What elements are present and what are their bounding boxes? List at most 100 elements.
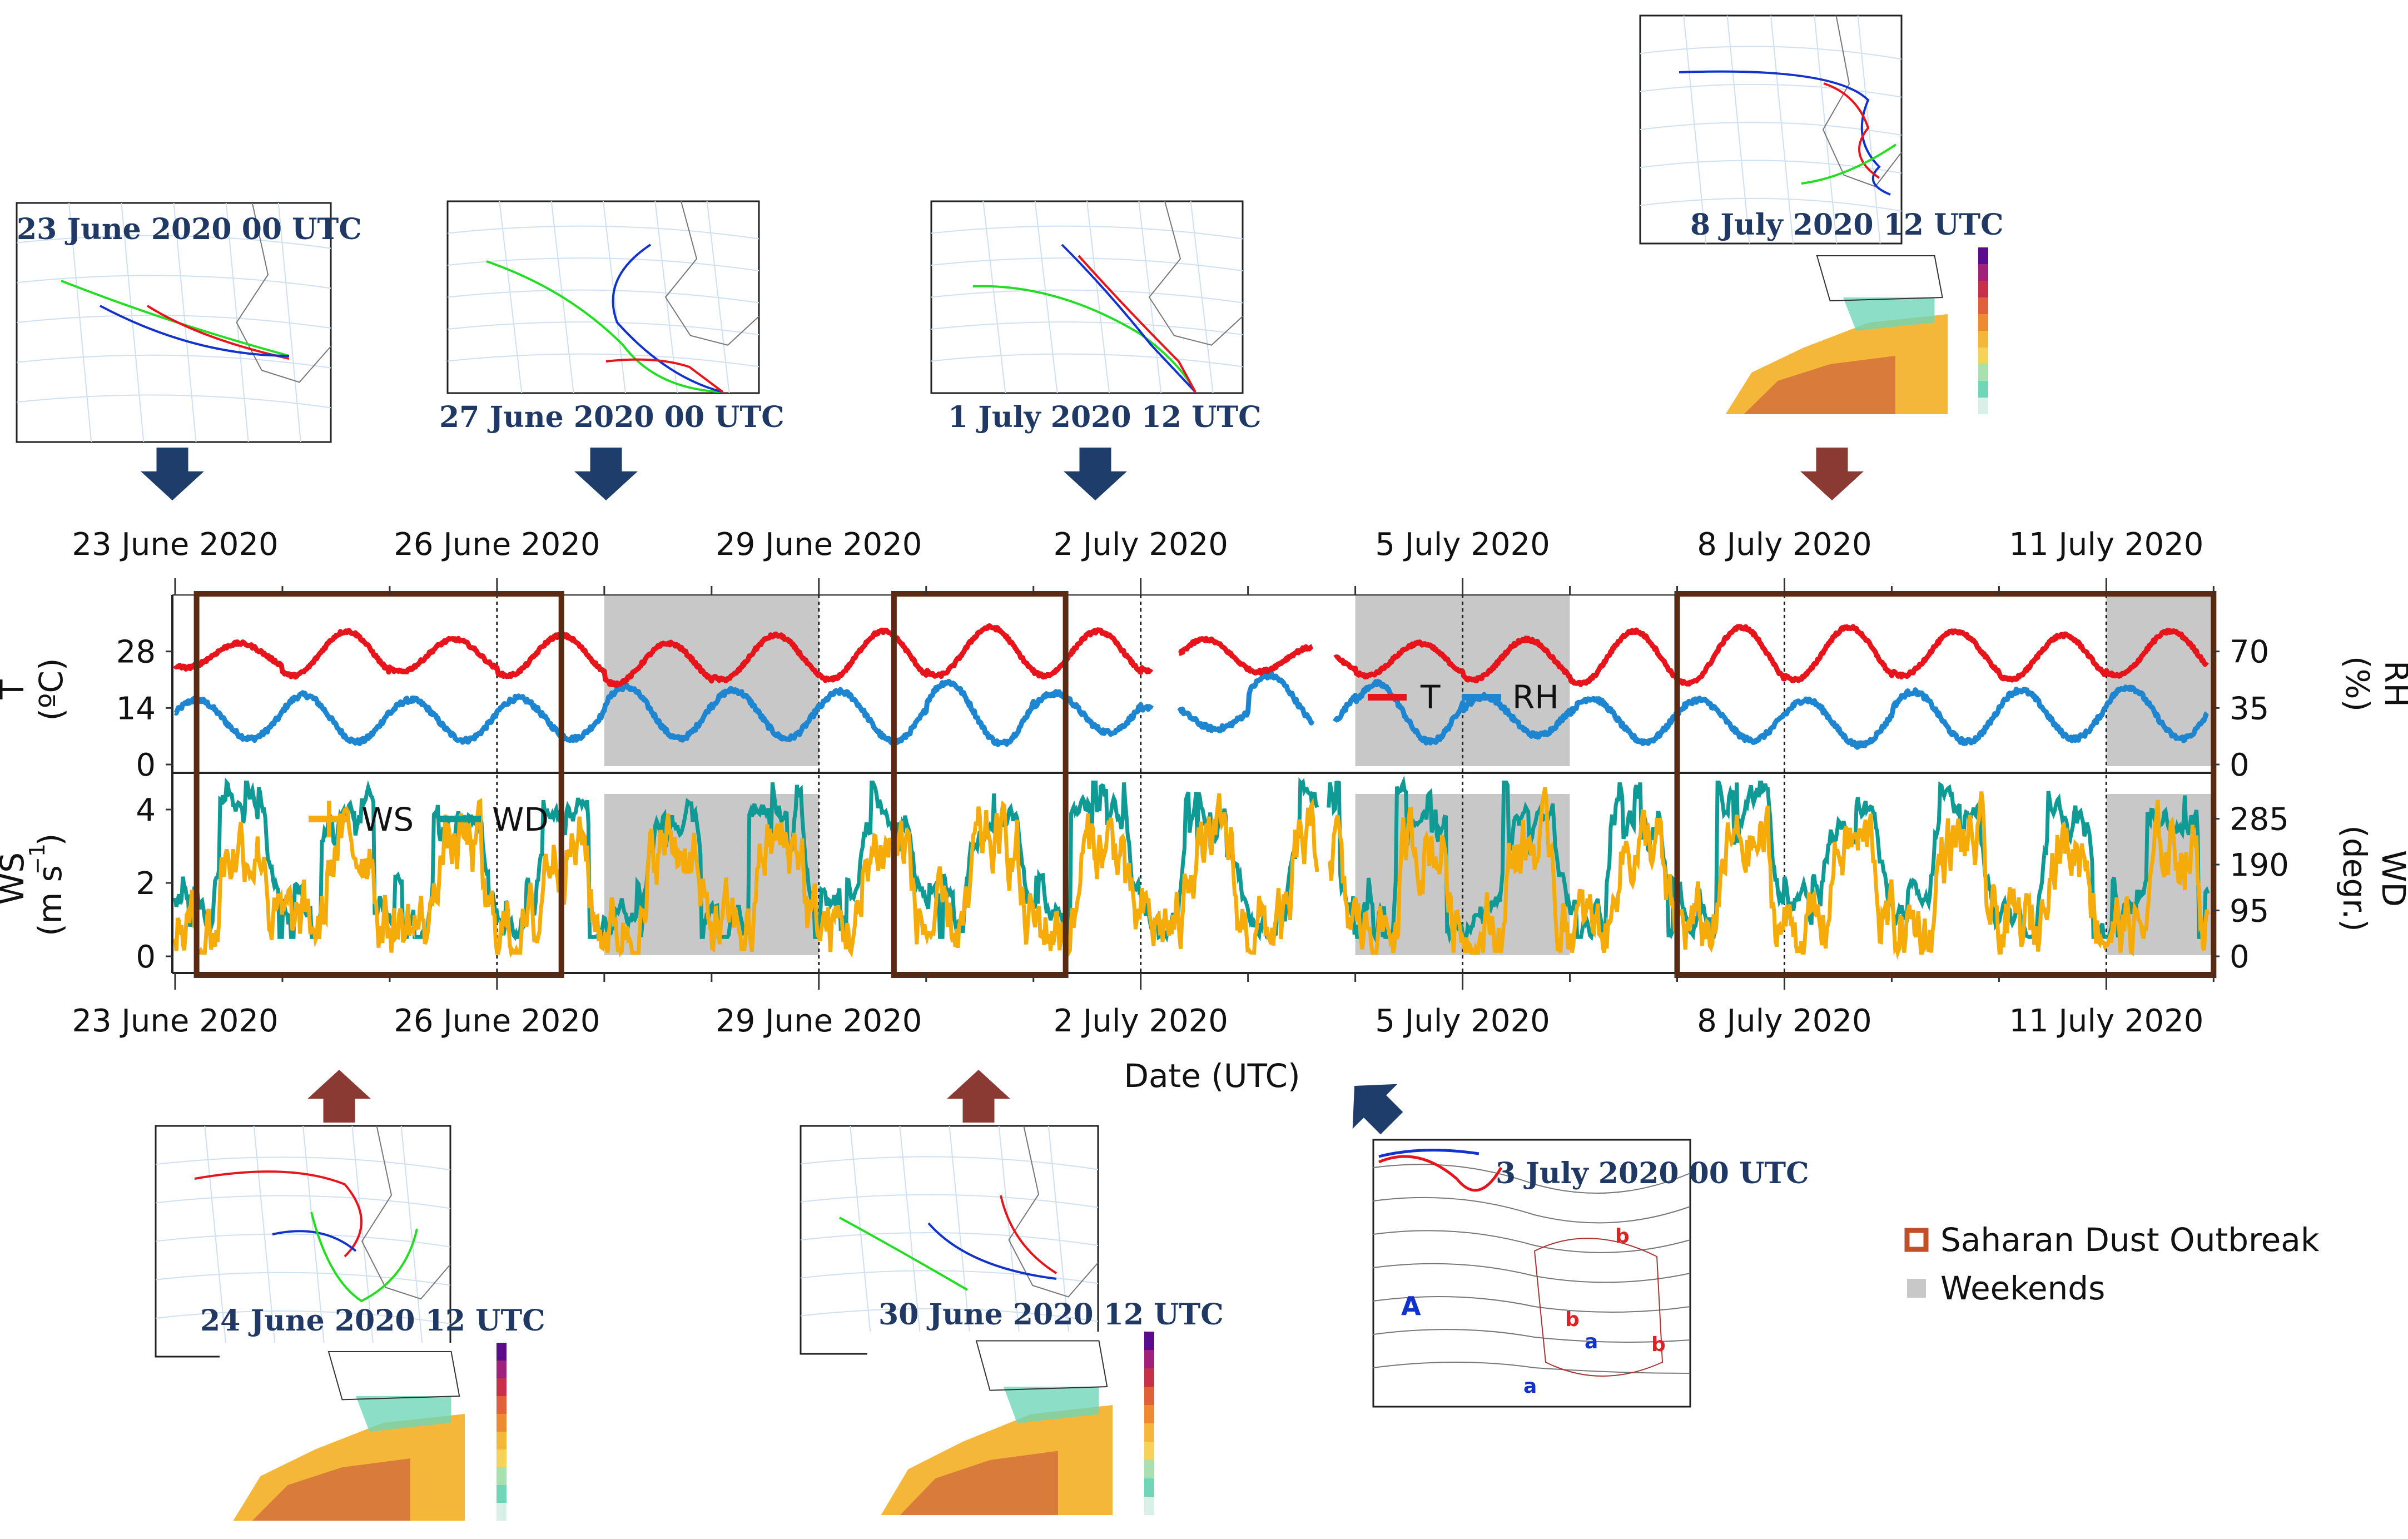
trajectory-map	[800, 1125, 1099, 1355]
trajectory-line	[612, 244, 723, 393]
graticule-line	[931, 289, 1243, 304]
isobar	[1373, 1263, 1691, 1283]
arrow-up-icon	[947, 1070, 1010, 1123]
arrow-down-icon	[574, 448, 638, 500]
trajectory-line	[1801, 143, 1897, 185]
rh-tick-label: 35	[2230, 691, 2269, 727]
arrow-down-icon	[1064, 448, 1127, 500]
inset-caption-1: 23 June 2020 00 UTC	[17, 212, 362, 246]
wd-tick-label: 190	[2230, 847, 2289, 883]
trajectory-line	[1000, 1195, 1057, 1274]
x-tick-label-top: 26 June 2020	[394, 527, 600, 563]
wd-tick-label: 0	[2230, 939, 2250, 975]
graticule-line	[800, 1194, 1099, 1208]
rh-axis-title: RH	[2377, 661, 2408, 707]
x-tick-label-bottom: 29 June 2020	[716, 1003, 922, 1039]
colorbar-cell	[1978, 381, 1988, 398]
graticule-line	[654, 201, 678, 394]
colorbar-cell	[1978, 297, 1988, 314]
dust-plume-core	[1744, 356, 1895, 414]
ws-line	[173, 787, 2210, 960]
top-panel-series	[173, 623, 2209, 750]
graticule-line	[155, 1156, 451, 1171]
graticule-line	[16, 275, 331, 289]
x-tick-label-bottom: 5 July 2020	[1375, 1003, 1550, 1039]
trajectory-map	[446, 200, 760, 394]
graticule-line	[800, 1308, 1099, 1322]
colorbar-cell	[497, 1503, 507, 1521]
legend-t-label: T	[1420, 678, 1441, 716]
graticule-line	[1683, 15, 1707, 244]
graticule-line	[1086, 201, 1110, 394]
cold-front	[1378, 1149, 1479, 1158]
coastline	[664, 201, 759, 346]
colorbar-cell	[1978, 264, 1988, 281]
colorbar-cell	[497, 1343, 507, 1361]
colorbar-cell	[1978, 281, 1988, 297]
x-tick-label-bottom: 2 July 2020	[1053, 1003, 1228, 1039]
colorbar-cell	[1144, 1497, 1154, 1515]
trajectory-line	[146, 305, 290, 360]
trajectory-map	[16, 202, 332, 443]
colorbar-cell	[497, 1432, 507, 1449]
rh-line	[173, 671, 2209, 750]
x-tick-label-bottom: 26 June 2020	[394, 1003, 600, 1039]
dust-outbreak-box	[193, 591, 564, 978]
date-axis-title: Date (UTC)	[1124, 1057, 1300, 1095]
x-tick-labels-top: 23 June 2020 26 June 2020 29 June 2020 2 Ju…	[72, 527, 2203, 563]
dust-plume-core	[252, 1458, 410, 1521]
graticule-line	[277, 202, 301, 443]
colorbar-cell	[497, 1449, 507, 1467]
graticule-line	[899, 1125, 923, 1354]
trajectory-line	[927, 1222, 1057, 1280]
colorbar-cell	[1144, 1460, 1154, 1478]
pressure-marker: b	[1565, 1308, 1580, 1331]
ws-axis-unit: (m s	[31, 865, 69, 936]
graticule-line	[16, 315, 331, 329]
x-tick-label-bottom: 23 June 2020	[72, 1003, 278, 1039]
trajectory-line	[605, 358, 724, 393]
trajectory-line	[1078, 255, 1196, 393]
colorbar-cell	[497, 1378, 507, 1396]
arrow-diagonal-icon	[1332, 1063, 1414, 1146]
graticule-line	[603, 201, 626, 394]
pressure-marker: a	[1585, 1331, 1598, 1353]
x-tick-label-top: 2 July 2020	[1053, 527, 1228, 563]
isobar	[1373, 1329, 1691, 1343]
graticule-line	[155, 1195, 451, 1209]
graticule-line	[706, 201, 730, 394]
dust-light	[1843, 297, 1935, 331]
x-tick-label-bottom: 11 July 2020	[2009, 1003, 2203, 1039]
inset-caption-6: 30 June 2020 12 UTC	[878, 1298, 1224, 1332]
y-axis-ticks: 0 14 28 0 35 70 0 2 4 0 95 190 285	[116, 634, 2289, 975]
trajectory-line	[972, 285, 1196, 393]
inset-caption-5: 24 June 2020 12 UTC	[200, 1304, 545, 1338]
pressure-marker: b	[1615, 1225, 1630, 1248]
graticule-line	[1138, 201, 1162, 394]
graticule-line	[447, 257, 759, 271]
dust-light	[356, 1396, 451, 1432]
colorbar-cell	[1144, 1423, 1154, 1442]
weekend-band-top	[2106, 595, 2214, 766]
iberia-outline	[327, 1351, 460, 1401]
ws-axis-unit-group: (m s −1 )	[25, 833, 69, 936]
isobar	[1373, 1230, 1691, 1253]
dust-map	[1712, 247, 1988, 414]
coastline	[236, 202, 331, 383]
graticule-line	[931, 257, 1243, 271]
x-tick-label-top: 11 July 2020	[2009, 527, 2203, 563]
isobar	[1373, 1197, 1691, 1224]
dust-map	[220, 1343, 507, 1521]
ws-tick-label: 4	[136, 792, 156, 828]
trajectory-line	[100, 305, 290, 357]
ws-tick-label: 0	[136, 939, 156, 975]
figure-legend: Saharan Dust Outbreak Weekends	[1904, 1221, 2320, 1307]
colorbar-cell	[1144, 1350, 1154, 1368]
graticule-line	[931, 225, 1243, 240]
inset-caption-7: 3 July 2020 00 UTC	[1496, 1156, 1809, 1190]
thermal-low	[1533, 1238, 1664, 1377]
ws-axis-unit-close: )	[31, 833, 69, 846]
trajectory-line	[310, 1212, 418, 1303]
x-tick-labels-bottom: 23 June 2020 26 June 2020 29 June 2020 2 Ju…	[72, 1003, 2203, 1039]
